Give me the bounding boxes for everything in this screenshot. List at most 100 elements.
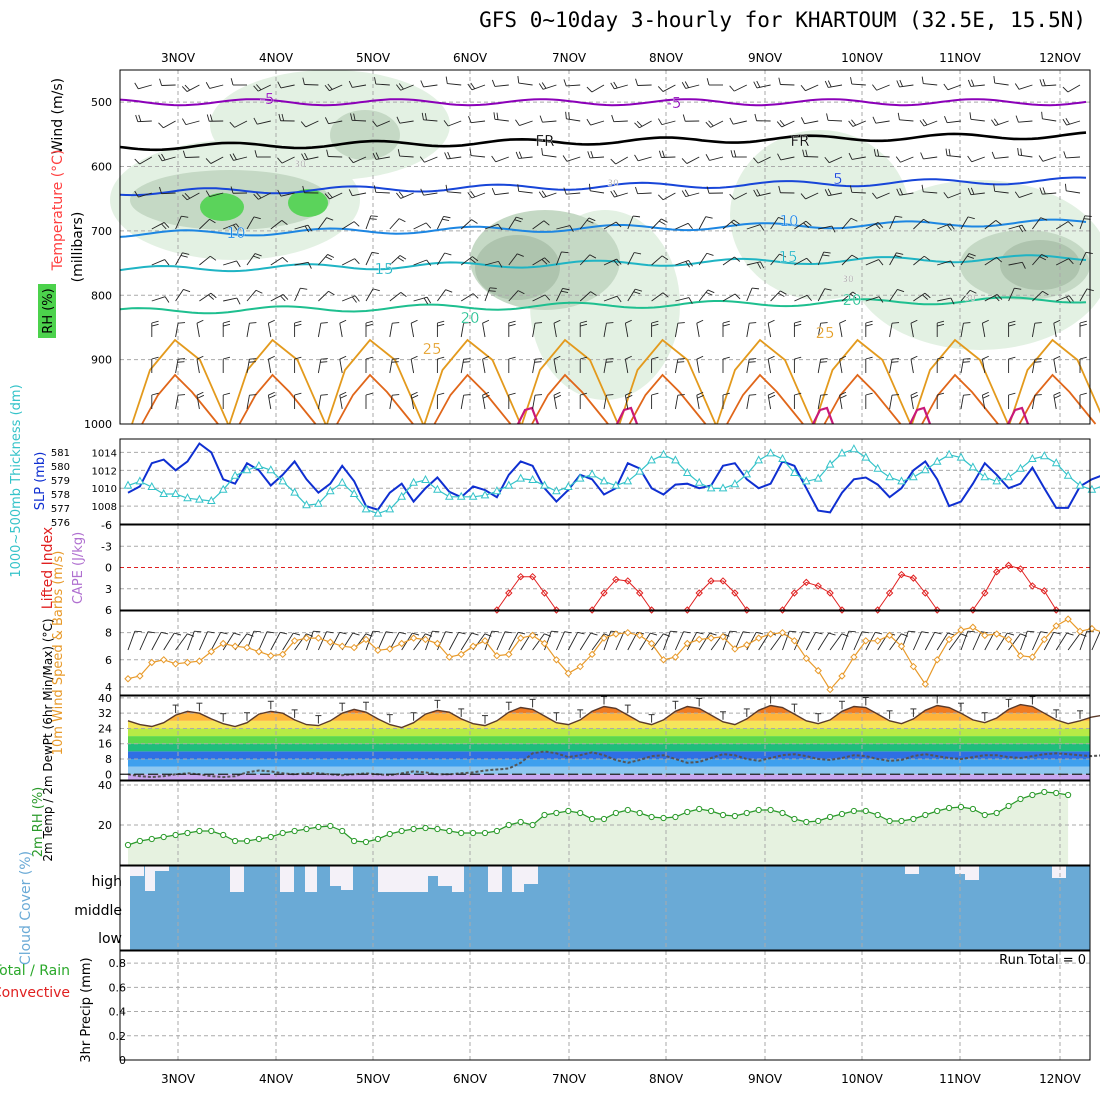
surface-wind-barb <box>567 632 579 651</box>
surface-wind-barb <box>198 631 208 651</box>
wind-barb <box>370 215 378 217</box>
surface-wind-barb <box>293 632 301 636</box>
wind-barb <box>254 253 262 257</box>
top-date-label: 10NOV <box>841 51 883 65</box>
temperature-axis-label: Temperature (°C) <box>50 150 66 272</box>
thickness-marker <box>183 493 192 502</box>
wind-barb <box>177 361 185 363</box>
thickness-marker <box>873 463 883 472</box>
wind-barb <box>397 149 401 157</box>
wind-barb <box>937 223 951 230</box>
surface-wind-barb <box>829 633 843 651</box>
pressure-tick-label: 500 <box>91 96 112 109</box>
wind-barb <box>445 289 453 293</box>
wind-barb <box>876 149 880 157</box>
wind-barb <box>733 120 747 125</box>
thickness-marker <box>480 490 490 499</box>
wind-barb <box>246 253 256 266</box>
wind-speed-marker <box>588 650 596 659</box>
wind-barb <box>436 216 444 230</box>
surface-wind-barb <box>947 632 955 636</box>
temperature-band <box>128 713 1090 721</box>
wind-barb <box>827 80 832 88</box>
wind-barb <box>256 192 262 199</box>
wind-barb <box>749 322 757 324</box>
surface-wind-barb <box>686 632 698 651</box>
rh-marker <box>803 818 810 826</box>
wind-barb <box>1019 192 1033 198</box>
wind-barb <box>1008 288 1015 302</box>
wind-barb <box>896 80 900 88</box>
wind-barb <box>229 154 234 161</box>
wind-speed-marker <box>778 628 787 637</box>
wind-barb <box>839 323 843 338</box>
wind-barb <box>674 359 679 374</box>
wind-speed-line <box>127 618 1100 691</box>
precip-tick-label: 0.4 <box>109 1006 127 1019</box>
wind-barb <box>661 218 668 223</box>
wind-barb <box>982 355 989 360</box>
wind-barb <box>657 118 663 125</box>
wind-barb <box>1053 391 1061 396</box>
wind-barb <box>824 189 829 196</box>
wind-barb <box>482 395 486 410</box>
wind-barb <box>722 320 730 324</box>
wind-barb <box>865 296 880 302</box>
wind-barb <box>960 216 969 230</box>
wind-barb <box>891 322 900 324</box>
rh-marker <box>386 830 393 838</box>
surface-wind-barb <box>508 632 519 651</box>
pressure-tick-label: 800 <box>91 289 112 302</box>
wind-barb <box>603 323 607 338</box>
wind-barb <box>426 296 432 304</box>
wind-barb <box>307 224 313 232</box>
wind-barb <box>848 152 853 160</box>
surface-wind-barb <box>815 631 823 635</box>
wind-barb <box>488 290 496 292</box>
wind-barb <box>514 219 522 223</box>
wind-barb <box>185 120 200 126</box>
thickness-tick-label: 581 <box>51 448 70 459</box>
wind-barb <box>839 394 847 399</box>
thickness-marker <box>242 465 252 474</box>
rh-marker <box>779 809 786 817</box>
wind-barb <box>981 359 986 374</box>
wind-barb <box>267 395 272 410</box>
wind-barb <box>566 156 581 162</box>
wind-barb <box>268 355 275 360</box>
cape-axis-label: CAPE (J/kg) <box>71 532 86 604</box>
surface-wind-barb <box>372 630 380 633</box>
thickness-marker <box>1075 480 1085 489</box>
wind-barb <box>937 323 945 327</box>
wind-barb <box>482 359 486 374</box>
wind-barb <box>839 359 843 374</box>
wind-barb <box>517 290 525 295</box>
wind-barb <box>376 120 390 127</box>
surface-wind-barb <box>709 632 717 636</box>
wind-barb <box>294 261 309 266</box>
wind-barb <box>658 150 662 158</box>
wind-barb <box>411 394 419 399</box>
wind-barb <box>553 323 557 338</box>
thickness-marker <box>837 448 847 457</box>
wind-barb <box>426 259 432 266</box>
wind-barb <box>698 289 709 302</box>
wind-barb <box>921 184 924 192</box>
wind-barb <box>586 118 591 126</box>
temp-contour-25 <box>228 338 327 425</box>
surface-wind-barb <box>756 631 764 635</box>
wind-barb <box>677 361 685 363</box>
wind-barb <box>447 83 462 86</box>
wind-barb <box>277 157 283 164</box>
wind-barb <box>1053 323 1057 338</box>
temp-contour-30 <box>823 373 902 425</box>
wind-barb <box>681 82 687 89</box>
wind-speed-marker <box>981 631 989 640</box>
thickness-marker <box>409 477 418 486</box>
wind-barb <box>1053 359 1057 374</box>
wind-barb <box>398 83 404 90</box>
wind-barb <box>437 289 446 302</box>
wind-barb <box>460 395 465 410</box>
surface-wind-barb <box>683 631 691 634</box>
rh-marker <box>541 811 548 819</box>
